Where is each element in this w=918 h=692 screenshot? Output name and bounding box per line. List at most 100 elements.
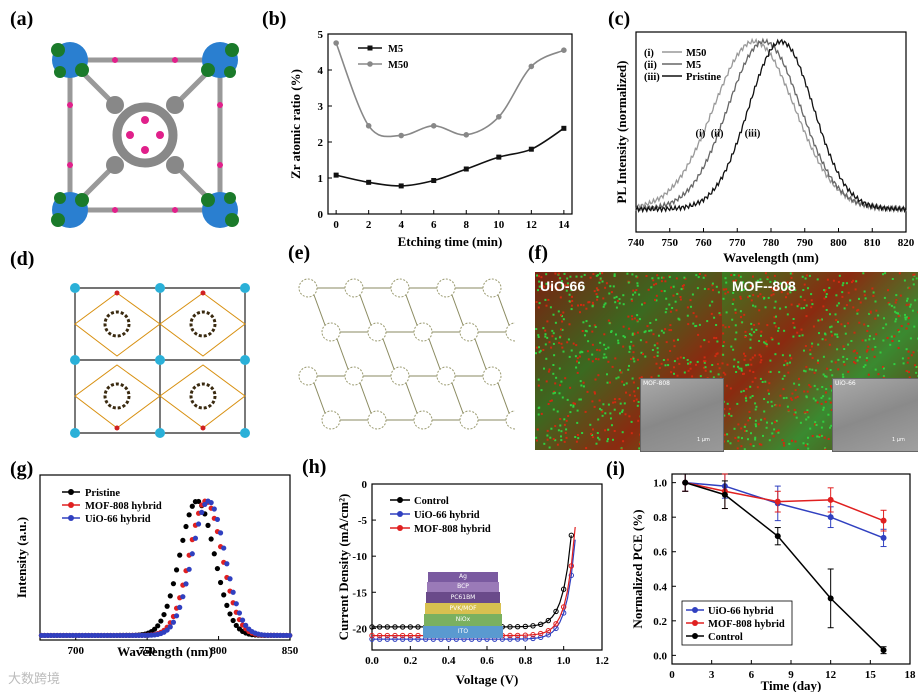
- data-point-m50: [430, 123, 437, 129]
- data-point-uio-66-hybrid: [221, 545, 227, 551]
- data-point: [522, 623, 529, 630]
- data-point: [827, 595, 834, 602]
- data-point: [399, 632, 406, 639]
- data-point: [399, 636, 406, 642]
- data-point-m5: [528, 146, 534, 152]
- y-tick-label: 0.8: [653, 512, 667, 524]
- data-point-uio-66-hybrid: [224, 561, 230, 567]
- y-tick-label: 3: [318, 101, 324, 113]
- panel-label-a: (a): [10, 8, 34, 30]
- data-point: [568, 563, 575, 569]
- panel-label-e: (e): [288, 242, 311, 264]
- network-node: [459, 410, 479, 430]
- chart-pce-stability: 0 3 6 9 12 15 18 0.0 0.2 0.4 0.6 0.8 1.0 Time (day) No…: [630, 473, 916, 692]
- x-tick-label: 9: [788, 669, 794, 681]
- device-stack-inset: Ag BCP PC61BM PVK/MOF NiOx ITO: [422, 572, 504, 638]
- curve-tag: (ii): [711, 128, 724, 139]
- data-point: [392, 624, 398, 630]
- legend-label: M50: [388, 60, 408, 71]
- data-point-pristine: [180, 537, 186, 543]
- data-point: [530, 623, 536, 629]
- legend-label: MOF-808 hybrid: [85, 501, 162, 512]
- network-link: [451, 382, 464, 414]
- legend-label: UiO-66 hybrid: [708, 606, 774, 617]
- data-point: [721, 491, 728, 498]
- y-tick-label: 0: [362, 479, 368, 491]
- data-point-m5: [496, 154, 502, 160]
- network-node: [413, 322, 433, 342]
- legend-marker: [692, 607, 698, 613]
- y-tick-label: 0.6: [653, 547, 667, 559]
- panel-label-g: (g): [10, 458, 34, 480]
- data-point: [514, 632, 521, 639]
- legend-tag: (i): [644, 48, 654, 59]
- data-point-uio-66-hybrid: [243, 622, 249, 628]
- data-point-pristine: [161, 611, 167, 618]
- x-tick-label: 800: [210, 645, 227, 657]
- data-point-m5: [366, 179, 372, 185]
- data-point-uio-66-hybrid: [199, 509, 205, 515]
- legend-marker: [68, 502, 74, 508]
- device-layer: Ag: [428, 572, 498, 582]
- data-point: [376, 624, 383, 630]
- x-tick-label: 810: [864, 237, 881, 249]
- network-node: [482, 366, 502, 386]
- legend-label: M5: [686, 60, 701, 71]
- data-point: [682, 479, 689, 486]
- data-point: [514, 624, 521, 630]
- data-point: [507, 624, 513, 630]
- network-node: [298, 278, 318, 298]
- data-point-pristine: [224, 602, 230, 608]
- x-tick-label: 14: [558, 219, 570, 231]
- x-tick-label: 0.8: [518, 655, 532, 667]
- data-point-uio-66-hybrid: [211, 506, 217, 512]
- x-tick-label: 820: [898, 237, 915, 249]
- data-point-m50: [528, 63, 535, 70]
- y-tick-label: 0.4: [653, 581, 667, 593]
- data-point-uio-66-hybrid: [239, 617, 246, 623]
- sem-inset-left-label: MOF-808: [643, 380, 670, 387]
- data-point: [392, 632, 398, 639]
- x-tick-label: 6: [749, 669, 755, 681]
- data-point: [384, 632, 391, 639]
- legend-label: M5: [388, 44, 403, 55]
- x-axis-title: Etching time (min): [398, 234, 503, 249]
- data-point: [384, 636, 391, 642]
- panel-label-c: (c): [608, 8, 631, 30]
- data-point-m5: [561, 125, 567, 131]
- data-point: [399, 624, 406, 630]
- y-tick-label: -10: [352, 551, 367, 563]
- x-axis-title: Voltage (V): [456, 672, 519, 687]
- y-axis-title: Current Density (mA/cm²): [336, 494, 351, 641]
- data-point: [507, 632, 513, 639]
- mof-structure-a: [51, 42, 239, 228]
- legend-label: MOF-808 hybrid: [414, 524, 491, 535]
- data-point-uio-66-hybrid: [164, 627, 170, 633]
- y-axis-title: PL Intensity (normalized): [614, 61, 629, 204]
- data-point-uio-66-hybrid: [202, 501, 208, 508]
- data-point-pristine: [189, 503, 195, 509]
- series-line-m5: [335, 127, 565, 187]
- x-tick-label: 740: [628, 237, 645, 249]
- lattice-structure-d: [70, 283, 250, 438]
- y-axis-title: Zr atomic ratio (%): [288, 69, 303, 179]
- data-point-uio-66-hybrid: [233, 601, 239, 607]
- x-tick-label: 750: [139, 645, 156, 657]
- network-node: [505, 410, 515, 430]
- network-link: [359, 294, 372, 326]
- data-point-pristine: [208, 536, 214, 542]
- legend-label: Control: [708, 632, 743, 643]
- y-tick-label: 0.2: [653, 616, 667, 628]
- data-point: [568, 532, 575, 538]
- data-point: [407, 636, 414, 642]
- data-point-uio-66-hybrid: [287, 632, 293, 639]
- data-point: [369, 632, 375, 639]
- y-tick-label: -15: [352, 587, 367, 599]
- data-point-pristine: [177, 552, 183, 558]
- y-axis-title: Normalized PCE (%): [630, 509, 645, 628]
- x-tick-label: 12: [526, 219, 538, 231]
- x-axis-title: Wavelength (nm): [723, 250, 819, 265]
- x-tick-label: 800: [830, 237, 847, 249]
- device-layer: ITO: [423, 626, 503, 638]
